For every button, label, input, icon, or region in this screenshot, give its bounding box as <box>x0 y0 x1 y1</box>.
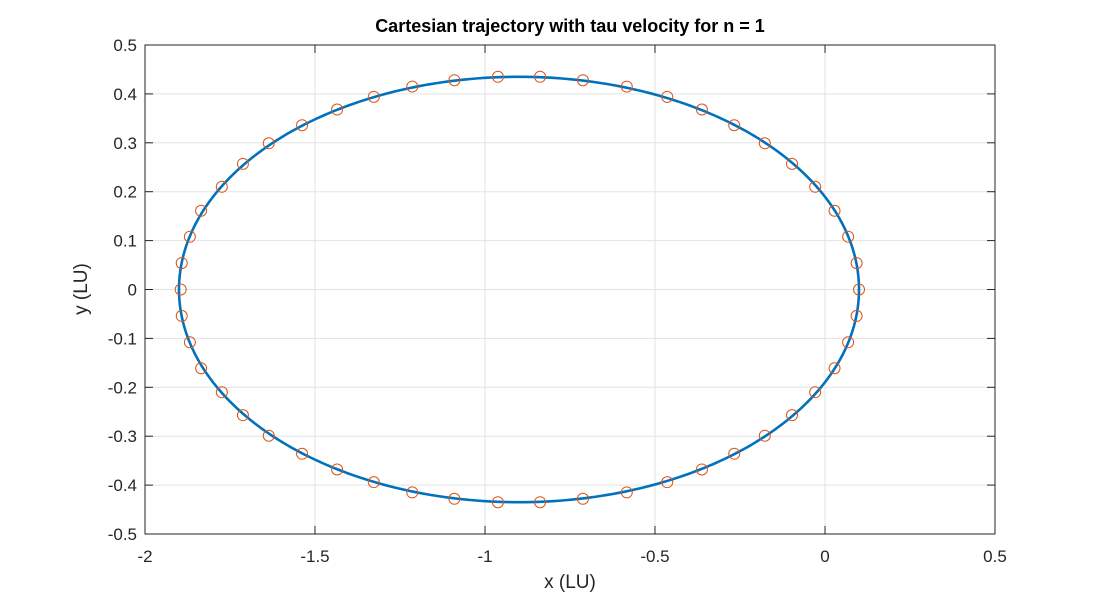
data-marker <box>215 180 228 193</box>
y-tick-label: 0.3 <box>113 134 137 153</box>
data-marker <box>331 463 344 476</box>
y-tick-label: -0.2 <box>108 378 137 397</box>
data-marker <box>262 429 275 442</box>
y-tick-label: 0.4 <box>113 85 137 104</box>
y-tick-label: 0.2 <box>113 183 137 202</box>
data-marker <box>195 204 208 217</box>
data-marker <box>448 74 461 87</box>
data-marker <box>534 496 547 509</box>
trajectory-line <box>177 75 861 504</box>
data-marker <box>331 103 344 116</box>
data-marker <box>758 429 771 442</box>
data-marker <box>296 447 309 460</box>
data-marker <box>236 409 249 422</box>
data-marker <box>236 157 249 170</box>
data-marker <box>786 409 799 422</box>
data-marker <box>828 204 841 217</box>
data-marker <box>695 103 708 116</box>
data-marker <box>842 230 855 243</box>
data-marker <box>215 386 228 399</box>
data-marker <box>534 70 547 83</box>
y-tick-label: -0.1 <box>108 329 137 348</box>
data-marker <box>850 257 863 270</box>
data-marker <box>406 486 419 499</box>
data-marker <box>367 90 380 103</box>
x-tick-label: -1.5 <box>300 547 329 566</box>
data-marker <box>728 447 741 460</box>
y-tick-label: 0 <box>128 281 137 300</box>
data-marker <box>758 137 771 150</box>
data-marker <box>850 309 863 322</box>
y-tick-label: -0.5 <box>108 525 137 544</box>
chart-title: Cartesian trajectory with tau velocity f… <box>375 16 765 36</box>
data-marker <box>620 486 633 499</box>
tick-layer: -2 -1.5 -1 -0.5 0 0.5 -0.5 -0.4 -0.3 -0.2 -0.1 0 0.1… <box>108 36 1007 566</box>
data-marker <box>183 336 196 349</box>
data-marker <box>491 496 504 509</box>
data-layer <box>174 70 865 509</box>
data-marker <box>809 386 822 399</box>
x-tick-label: -2 <box>137 547 152 566</box>
data-marker <box>183 230 196 243</box>
data-marker <box>809 180 822 193</box>
data-marker <box>661 476 674 489</box>
data-marker <box>786 157 799 170</box>
y-tick-label: -0.3 <box>108 427 137 446</box>
y-tick-label: 0.1 <box>113 232 137 251</box>
data-marker <box>828 362 841 375</box>
data-marker <box>448 492 461 505</box>
y-tick-label: -0.4 <box>108 476 137 495</box>
x-tick-label: 0 <box>820 547 829 566</box>
data-marker <box>406 80 419 93</box>
data-marker <box>367 476 380 489</box>
data-marker <box>296 119 309 132</box>
data-marker <box>853 283 865 296</box>
x-tick-label: -0.5 <box>640 547 669 566</box>
data-marker <box>576 492 589 505</box>
data-marker <box>695 463 708 476</box>
data-marker <box>175 257 188 270</box>
y-axis-label: y (LU) <box>71 263 92 315</box>
x-axis-label: x (LU) <box>544 572 596 593</box>
x-tick-label: -1 <box>477 547 492 566</box>
data-marker <box>661 90 674 103</box>
data-marker <box>620 80 633 93</box>
data-marker <box>175 309 188 322</box>
data-marker <box>842 336 855 349</box>
data-marker <box>174 283 187 296</box>
data-marker <box>262 137 275 150</box>
x-tick-label: 0.5 <box>983 547 1007 566</box>
data-marker <box>491 70 504 83</box>
data-marker <box>576 74 589 87</box>
y-tick-label: 0.5 <box>113 36 137 55</box>
data-marker <box>728 119 741 132</box>
data-marker <box>195 362 208 375</box>
